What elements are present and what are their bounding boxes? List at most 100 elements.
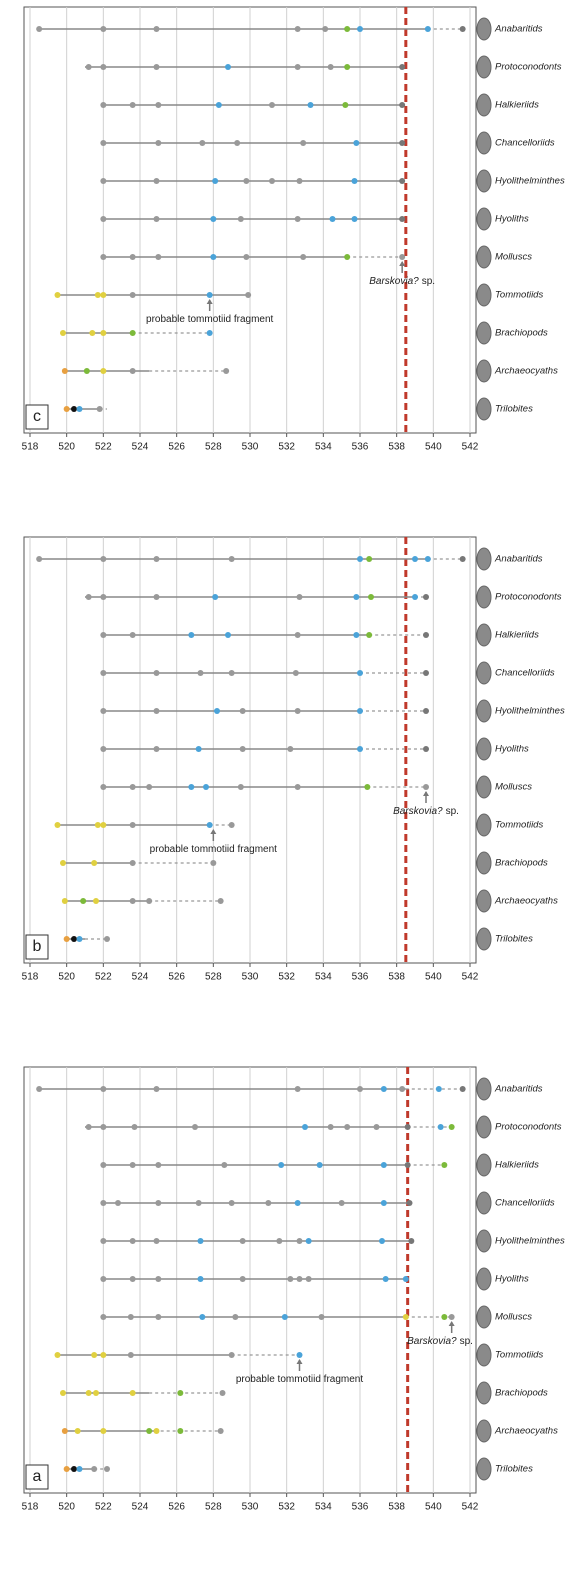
taxon-icon	[476, 55, 492, 79]
occurrence	[100, 784, 107, 790]
occurrence	[380, 1200, 387, 1206]
panel: 518 520 522 524 526 528 530 532 534 536 538 540 542 A…	[22, 6, 565, 453]
occurrence	[300, 254, 307, 260]
occurrence	[366, 556, 373, 562]
taxon-icon	[476, 1267, 492, 1291]
occurrence	[129, 632, 136, 638]
occurrence	[379, 1238, 385, 1244]
occurrence	[294, 708, 301, 714]
taxon-label: Molluscs	[495, 252, 532, 263]
arrow-head	[399, 261, 406, 266]
x-tick-label: 540	[425, 442, 442, 453]
occurrence	[83, 368, 90, 374]
occurrence	[153, 1238, 160, 1244]
occurrence	[424, 556, 431, 562]
occurrence	[54, 292, 61, 298]
annotation-text: sp.	[460, 1336, 473, 1347]
occurrence	[269, 102, 275, 108]
occurrence	[342, 102, 349, 108]
occurrence	[96, 406, 103, 412]
occurrence	[412, 556, 418, 562]
taxon-label: Brachiopods	[495, 858, 548, 869]
taxon-label: Molluscs	[495, 782, 532, 793]
occurrence	[206, 330, 213, 336]
occurrence	[294, 784, 301, 790]
occurrence	[153, 64, 160, 70]
x-tick-label: 538	[388, 442, 405, 453]
occurrence	[54, 1352, 61, 1358]
taxon-label: Hyoliths	[495, 214, 529, 225]
x-tick-label: 518	[22, 442, 39, 453]
x-tick-label: 538	[388, 1502, 405, 1513]
panel: 518 520 522 524 526 528 530 532 534 536 538 540 542 A…	[22, 536, 565, 983]
taxon-icon	[476, 547, 492, 571]
occurrence	[212, 178, 219, 184]
occurrence	[412, 594, 418, 600]
taxon-icon	[476, 1191, 492, 1215]
x-tick-label: 542	[462, 972, 479, 983]
x-tick-label: 530	[242, 972, 259, 983]
occurrence	[459, 556, 466, 562]
occurrence	[100, 330, 107, 336]
occurrence	[380, 1086, 387, 1092]
occurrence	[100, 822, 107, 828]
occurrence	[60, 330, 66, 336]
occurrence	[153, 178, 160, 184]
taxon-label: Hyoliths	[495, 744, 529, 755]
occurrence	[228, 670, 235, 676]
occurrence	[223, 368, 230, 374]
taxon-icon	[476, 169, 492, 193]
occurrence	[54, 822, 61, 828]
occurrence	[296, 1276, 303, 1282]
occurrence	[76, 1466, 83, 1472]
occurrence	[281, 1314, 288, 1320]
x-tick-label: 518	[22, 972, 39, 983]
annotation: probable tommotiid fragment	[236, 1374, 364, 1385]
occurrence	[237, 784, 244, 790]
taxon-icon	[476, 283, 492, 307]
taxon-icon	[476, 775, 492, 799]
x-tick-label: 526	[168, 442, 185, 453]
occurrence	[459, 26, 466, 32]
occurrence	[129, 1390, 136, 1396]
taxon-icon	[476, 737, 492, 761]
x-tick-label: 528	[205, 972, 222, 983]
occurrence	[344, 26, 351, 32]
occurrence	[100, 1086, 107, 1092]
occurrence	[155, 1314, 162, 1320]
occurrence	[91, 1466, 98, 1472]
occurrence	[129, 1276, 136, 1282]
occurrence	[294, 216, 301, 222]
occurrence	[423, 632, 429, 638]
occurrence	[85, 1390, 92, 1396]
taxon-label: Protoconodonts	[495, 62, 562, 73]
occurrence	[195, 746, 202, 752]
occurrence	[368, 594, 374, 600]
occurrence	[153, 216, 160, 222]
x-tick-label: 536	[352, 1502, 369, 1513]
occurrence	[71, 406, 77, 412]
taxon-label: Protoconodonts	[495, 592, 562, 603]
x-tick-label: 530	[242, 442, 259, 453]
taxon-label: Halkieriids	[495, 1160, 539, 1171]
occurrence	[353, 140, 360, 146]
occurrence	[287, 746, 294, 752]
occurrence	[399, 1086, 406, 1092]
occurrence	[197, 1238, 204, 1244]
arrow-head	[296, 1359, 303, 1364]
occurrence	[100, 746, 107, 752]
occurrence	[60, 860, 66, 866]
panel-letter: c	[33, 408, 41, 425]
occurrence	[153, 556, 160, 562]
taxon-icon	[476, 1229, 492, 1253]
occurrence	[195, 1200, 202, 1206]
occurrence	[153, 746, 160, 752]
x-tick-label: 520	[58, 442, 75, 453]
taxon-label: Chancelloriids	[495, 668, 555, 679]
occurrence	[228, 1200, 235, 1206]
occurrence	[424, 26, 431, 32]
x-tick-label: 528	[205, 1502, 222, 1513]
occurrence	[219, 1390, 226, 1396]
occurrence	[327, 1124, 334, 1130]
occurrence	[221, 1162, 228, 1168]
